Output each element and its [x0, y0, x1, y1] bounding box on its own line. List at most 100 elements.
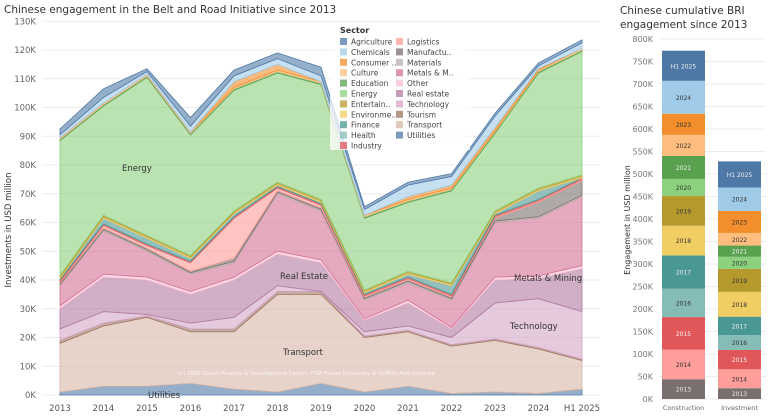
legend-swatch	[340, 48, 347, 56]
y-tick-label: 30K	[20, 305, 37, 315]
bar-label: 2023	[676, 122, 691, 129]
annotation-label: Utilities	[148, 391, 181, 401]
bar-segment-2013	[718, 388, 761, 399]
bar-label: 2019	[732, 278, 747, 285]
x-tick-label: 2013	[49, 404, 71, 414]
y-tick-label: 550K	[632, 148, 653, 157]
bar-segment-2020	[662, 178, 705, 197]
y-axis-label: Engagement in USD million	[623, 165, 632, 275]
x-tick-label: Construction	[663, 404, 704, 412]
y-tick-label: 50K	[638, 373, 654, 382]
legend-swatch	[340, 110, 347, 118]
legend-item: Agriculture	[351, 38, 393, 47]
legend-swatch	[396, 121, 403, 129]
left-chart-title: Chinese engagement in the Belt and Road …	[4, 4, 337, 16]
bar-label: 2014	[732, 376, 747, 383]
bar-segment-2017	[662, 255, 705, 289]
bar-label: 2013	[676, 387, 691, 394]
bar-label: 2017	[676, 270, 691, 277]
bar-segment-2019	[662, 196, 705, 226]
legend-swatch	[340, 142, 347, 149]
legend-item: Entertain..	[351, 100, 390, 109]
y-tick-label: 130K	[14, 17, 36, 27]
legend-swatch	[396, 131, 403, 139]
bar-segment-2014	[718, 369, 761, 389]
legend-item: Education	[351, 79, 389, 88]
legend-swatch	[340, 58, 347, 66]
x-tick-label: 2022	[441, 404, 463, 414]
bar-segment-h1-2025	[662, 50, 705, 81]
bar-segment-2023	[718, 210, 761, 233]
y-tick-label: 150K	[632, 328, 653, 337]
y-tick-label: 600K	[632, 125, 653, 134]
legend-swatch	[340, 121, 347, 129]
x-tick-label: 2023	[484, 404, 506, 414]
legend-item: Real estate	[407, 90, 450, 99]
bar-segment-2020	[718, 256, 761, 269]
annotation-label: Transport	[282, 348, 324, 358]
y-tick-label: 400K	[632, 215, 653, 224]
annotation-label: Energy	[122, 164, 152, 174]
legend-swatch	[396, 100, 403, 108]
y-tick-label: 70K	[20, 190, 37, 200]
x-tick-label: 2024	[528, 404, 550, 414]
x-tick-label: 2015	[136, 404, 158, 414]
bar-segment-2024	[718, 187, 761, 211]
y-tick-label: 50K	[20, 247, 37, 257]
y-tick-label: 200K	[632, 305, 653, 314]
bar-segment-2018	[662, 225, 705, 256]
bar-segment-2015	[662, 317, 705, 350]
bar-segment-2022	[662, 134, 705, 156]
bar-label: 2024	[732, 197, 747, 204]
legend-item: Utilities	[407, 131, 435, 140]
y-tick-label: 60K	[20, 219, 37, 229]
legend-swatch	[340, 69, 347, 77]
y-tick-label: 110K	[14, 75, 36, 85]
bar-label: H1 2025	[671, 63, 697, 70]
y-axis-label: Investments in USD million	[4, 173, 14, 288]
bar-segment-2021	[662, 156, 705, 179]
y-tick-label: 0K	[643, 395, 654, 404]
y-tick-label: 450K	[632, 193, 653, 202]
y-tick-label: 120K	[14, 46, 36, 56]
bar-label: 2023	[732, 219, 747, 226]
y-tick-label: 750K	[632, 58, 653, 67]
y-tick-label: 40K	[20, 276, 37, 286]
bar-segment-2021	[718, 245, 761, 257]
x-tick-label: 2020	[354, 404, 376, 414]
x-tick-label: 2016	[180, 404, 202, 414]
bar-label: 2020	[676, 185, 691, 192]
y-tick-label: 100K	[14, 104, 36, 114]
x-tick-label: 2014	[93, 404, 115, 414]
legend-swatch	[340, 100, 347, 108]
y-tick-label: 20K	[20, 334, 37, 344]
legend-swatch	[396, 79, 403, 87]
bar-label: 2021	[732, 249, 747, 256]
legend-item: Chemicals	[351, 48, 390, 57]
bar-label: 2018	[676, 238, 691, 245]
bar-label: 2021	[676, 165, 691, 172]
bar-label: 2017	[732, 323, 747, 330]
legend-item: Energy	[351, 90, 378, 99]
legend-item: Tourism	[406, 110, 436, 119]
x-tick-label: Investment	[721, 404, 758, 412]
area-agriculture	[59, 39, 583, 211]
legend-title: Sector	[340, 26, 369, 35]
legend-item: Materials	[407, 58, 441, 67]
bar-segment-2015	[718, 349, 761, 370]
right-chart-title: Chinese cumulative BRI engagement since …	[620, 5, 748, 31]
y-tick-label: 650K	[632, 103, 653, 112]
legend-swatch	[396, 48, 403, 56]
legend-item: Industry	[351, 142, 382, 151]
bar-label: 2020	[732, 260, 747, 267]
bar-label: 2022	[676, 143, 691, 150]
bar-segment-2013	[662, 379, 705, 399]
annotation-label: Real Estate	[280, 272, 328, 282]
x-tick-label: 2017	[223, 404, 245, 414]
annotation-label: Technology	[509, 322, 558, 332]
y-tick-label: 500K	[632, 170, 653, 179]
legend-swatch	[396, 90, 403, 97]
legend-swatch	[340, 131, 347, 139]
legend-item: Finance	[351, 121, 380, 130]
